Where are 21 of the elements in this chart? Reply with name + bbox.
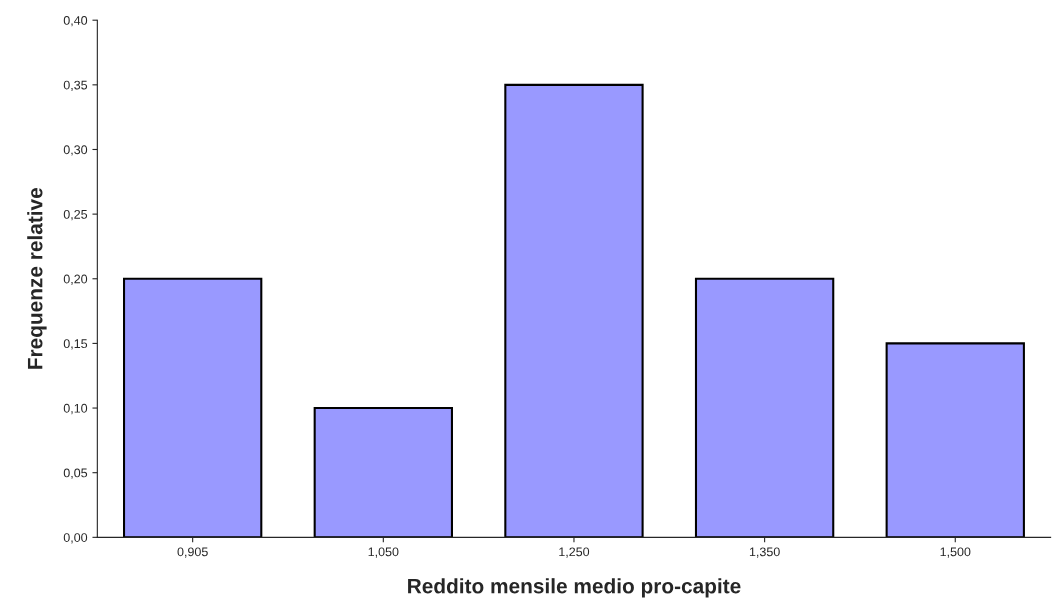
y-tick-label: 0,35 [63, 80, 88, 91]
x-tick-label: 1,250 [559, 547, 590, 558]
y-tick-label: 0,20 [63, 274, 88, 285]
y-tick-label: 0,00 [63, 533, 88, 544]
y-tick-label: 0,05 [63, 468, 88, 479]
bar [122, 277, 263, 538]
x-tick-label: 0,905 [177, 547, 208, 558]
x-axis-title: Reddito mensile medio pro-capite [408, 578, 741, 598]
y-tick-label: 0,25 [63, 209, 88, 221]
y-tick-label: 0,40 [63, 16, 88, 27]
x-tick-label: 1,500 [940, 547, 971, 558]
bar [504, 83, 644, 538]
x-tick-label: 1,350 [749, 547, 780, 558]
x-tick-label: 1,050 [368, 547, 399, 558]
y-tick-label: 0,10 [63, 403, 88, 415]
bar [885, 342, 1025, 538]
y-tick-label: 0,15 [63, 339, 88, 350]
y-tick-label: 0,30 [63, 145, 88, 156]
bar [313, 407, 453, 538]
bar [694, 277, 835, 538]
y-axis-title: Frequenze relative [27, 188, 47, 369]
